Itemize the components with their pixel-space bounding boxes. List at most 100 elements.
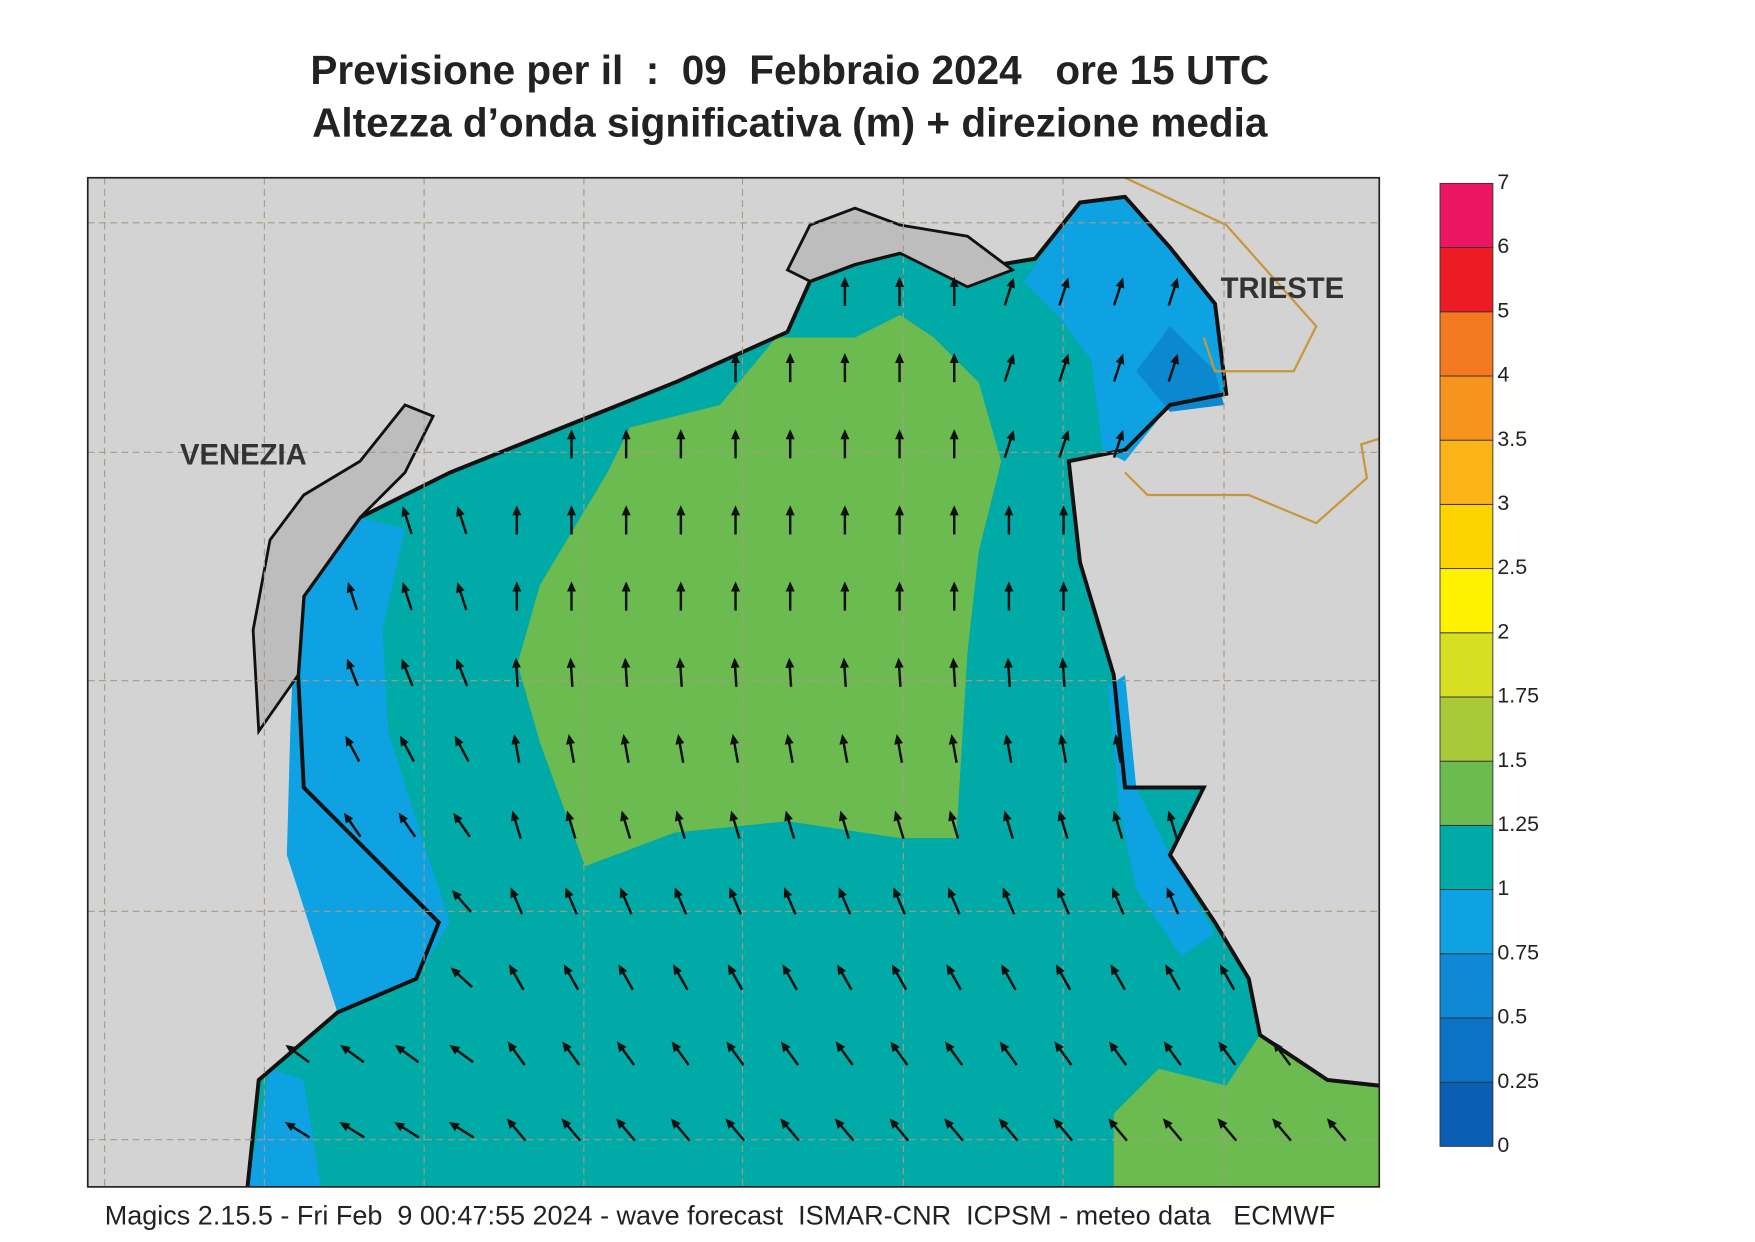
arrow-head bbox=[1061, 429, 1070, 441]
direction-arrow bbox=[1326, 1118, 1347, 1142]
arrows bbox=[284, 276, 1347, 1142]
arrow-head bbox=[784, 810, 793, 822]
arrow-head bbox=[948, 733, 958, 745]
arrow-head bbox=[346, 582, 356, 594]
arrow-head bbox=[401, 658, 410, 670]
arrow-head bbox=[567, 505, 576, 516]
arrow-head bbox=[838, 887, 847, 899]
arrow-head bbox=[1006, 429, 1015, 441]
arrow-head bbox=[840, 505, 850, 516]
arrow-head bbox=[394, 1044, 406, 1055]
direction-arrow bbox=[1112, 353, 1125, 382]
arrow-head bbox=[944, 1118, 955, 1129]
direction-arrow bbox=[1273, 1041, 1292, 1066]
arrow-head bbox=[400, 735, 409, 747]
direction-arrow bbox=[401, 658, 414, 687]
direction-arrow bbox=[840, 276, 850, 306]
direction-arrow bbox=[784, 733, 794, 763]
arrow-head bbox=[1272, 1118, 1283, 1129]
arrow-head bbox=[1006, 353, 1015, 365]
wave-zone bbox=[286, 517, 450, 1013]
arrow-head bbox=[1059, 505, 1069, 516]
arrow-head bbox=[837, 964, 847, 976]
direction-arrow bbox=[1053, 1118, 1074, 1142]
arrow-head bbox=[449, 1044, 461, 1055]
direction-arrow bbox=[507, 1041, 526, 1066]
direction-arrow bbox=[999, 1041, 1018, 1066]
direction-arrow bbox=[894, 733, 904, 763]
arrow-head bbox=[947, 887, 957, 899]
arrow-head bbox=[1109, 1041, 1119, 1053]
arrow-head bbox=[674, 887, 683, 899]
colorbar: 0 0.25 0.5 0.75 1 1.25 1.5 1.75 2 2.5 3 3.5 4 5 6 7 bbox=[1439, 170, 1539, 1157]
arrow-head bbox=[1111, 887, 1121, 899]
arrow-head bbox=[840, 429, 850, 440]
direction-arrow bbox=[1217, 1118, 1238, 1142]
arrow-head bbox=[673, 964, 683, 976]
arrow-head bbox=[895, 581, 905, 592]
arrow-head bbox=[894, 733, 903, 745]
direction-arrow bbox=[949, 505, 959, 535]
arrow-head bbox=[1002, 887, 1011, 899]
direction-arrow bbox=[616, 1041, 636, 1066]
direction-arrow bbox=[1111, 887, 1125, 915]
direction-arrow bbox=[675, 733, 685, 763]
direction-arrow bbox=[401, 506, 413, 535]
arrow-head bbox=[621, 505, 631, 516]
arrow-head bbox=[401, 582, 411, 594]
direction-arrow bbox=[1218, 1041, 1237, 1066]
direction-arrow bbox=[456, 506, 468, 535]
colorbar-label: 1 bbox=[1497, 876, 1509, 900]
arrow-head bbox=[621, 429, 631, 440]
colorbar-band bbox=[1439, 1017, 1494, 1083]
colorbar-label: 0.25 bbox=[1497, 1069, 1539, 1093]
arrow-head bbox=[620, 733, 630, 745]
direction-arrow bbox=[1166, 887, 1180, 915]
direction-arrow bbox=[670, 1118, 691, 1142]
arrow-head bbox=[726, 1041, 736, 1053]
direction-arrow bbox=[1167, 353, 1179, 382]
direction-arrow bbox=[565, 887, 578, 915]
arrow-head bbox=[621, 657, 631, 668]
arrow-head bbox=[511, 733, 521, 745]
direction-arrow bbox=[346, 582, 359, 611]
direction-arrow bbox=[838, 887, 852, 915]
arrow-head bbox=[1054, 1041, 1064, 1053]
direction-arrow bbox=[944, 1118, 964, 1142]
arrow-head bbox=[345, 735, 355, 747]
arrow-head bbox=[285, 1044, 297, 1055]
direction-arrow bbox=[949, 657, 959, 687]
arrow-head bbox=[616, 1041, 627, 1053]
arrow-head bbox=[1003, 733, 1013, 745]
arrow-head bbox=[782, 964, 792, 976]
map: VENEZIA TRIESTE bbox=[86, 176, 1381, 1188]
direction-arrow bbox=[451, 889, 472, 913]
direction-arrow bbox=[785, 505, 795, 535]
arrow-head bbox=[727, 964, 737, 976]
arrow-head bbox=[675, 657, 685, 668]
colorbar-label: 1.5 bbox=[1497, 748, 1527, 772]
arrow-head bbox=[891, 964, 901, 976]
direction-arrow bbox=[563, 964, 580, 991]
arrow-head bbox=[1006, 277, 1015, 289]
direction-arrow bbox=[619, 887, 633, 915]
direction-arrow bbox=[1004, 505, 1014, 535]
direction-arrow bbox=[567, 429, 576, 459]
direction-arrow bbox=[510, 810, 522, 839]
direction-arrow bbox=[343, 812, 362, 838]
colorbar-label: 7 bbox=[1497, 170, 1509, 194]
direction-arrow bbox=[561, 1118, 582, 1142]
direction-arrow bbox=[783, 887, 797, 915]
arrow-head bbox=[1004, 581, 1014, 592]
direction-arrow bbox=[511, 733, 521, 763]
arrow-head bbox=[840, 352, 850, 364]
direction-arrow bbox=[620, 733, 630, 763]
direction-arrow bbox=[949, 581, 959, 611]
arrow-head bbox=[895, 276, 905, 287]
direction-arrow bbox=[785, 352, 795, 383]
arrow-head bbox=[949, 276, 959, 287]
direction-arrow bbox=[1004, 581, 1014, 611]
direction-arrow bbox=[949, 429, 959, 459]
direction-arrow bbox=[1112, 733, 1122, 763]
direction-arrow bbox=[1163, 1041, 1182, 1066]
